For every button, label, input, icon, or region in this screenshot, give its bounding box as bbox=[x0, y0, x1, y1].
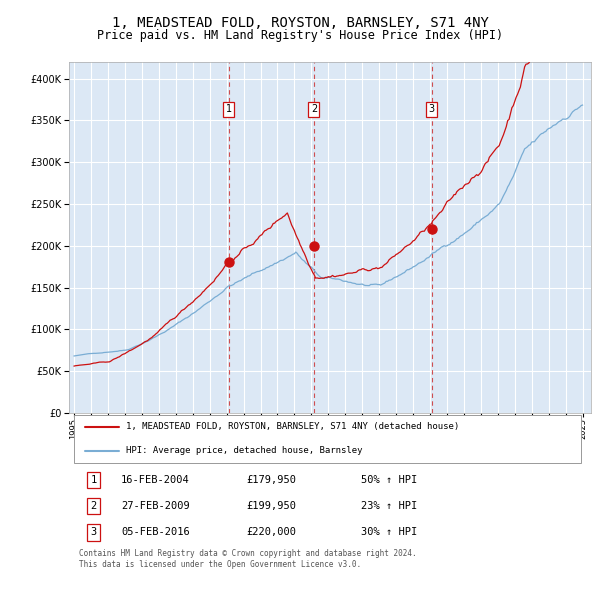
Text: 23% ↑ HPI: 23% ↑ HPI bbox=[361, 501, 418, 511]
Text: 1: 1 bbox=[226, 104, 232, 114]
FancyBboxPatch shape bbox=[74, 415, 581, 463]
Text: 05-FEB-2016: 05-FEB-2016 bbox=[121, 527, 190, 537]
Text: Price paid vs. HM Land Registry's House Price Index (HPI): Price paid vs. HM Land Registry's House … bbox=[97, 30, 503, 42]
Text: 27-FEB-2009: 27-FEB-2009 bbox=[121, 501, 190, 511]
Text: 30% ↑ HPI: 30% ↑ HPI bbox=[361, 527, 418, 537]
Text: 1, MEADSTEAD FOLD, ROYSTON, BARNSLEY, S71 4NY (detached house): 1, MEADSTEAD FOLD, ROYSTON, BARNSLEY, S7… bbox=[127, 422, 460, 431]
Text: HPI: Average price, detached house, Barnsley: HPI: Average price, detached house, Barn… bbox=[127, 447, 363, 455]
Text: 2: 2 bbox=[311, 104, 317, 114]
Text: 2: 2 bbox=[91, 501, 97, 511]
Text: £220,000: £220,000 bbox=[247, 527, 296, 537]
Text: Contains HM Land Registry data © Crown copyright and database right 2024.
This d: Contains HM Land Registry data © Crown c… bbox=[79, 549, 417, 569]
Text: £199,950: £199,950 bbox=[247, 501, 296, 511]
Text: 50% ↑ HPI: 50% ↑ HPI bbox=[361, 475, 418, 485]
Text: £179,950: £179,950 bbox=[247, 475, 296, 485]
Text: 1: 1 bbox=[91, 475, 97, 485]
Text: 3: 3 bbox=[428, 104, 434, 114]
Text: 16-FEB-2004: 16-FEB-2004 bbox=[121, 475, 190, 485]
Text: 3: 3 bbox=[91, 527, 97, 537]
Text: 1, MEADSTEAD FOLD, ROYSTON, BARNSLEY, S71 4NY: 1, MEADSTEAD FOLD, ROYSTON, BARNSLEY, S7… bbox=[112, 16, 488, 30]
